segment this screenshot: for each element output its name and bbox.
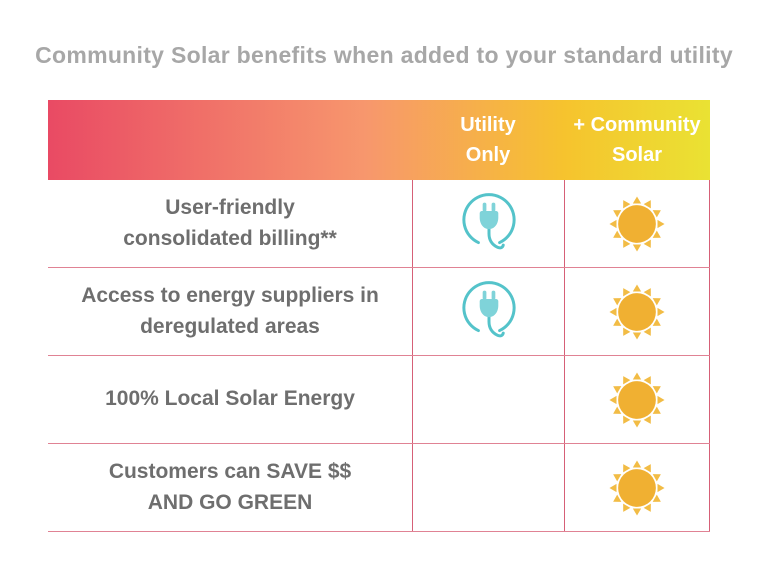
header-utility-only: Utility Only <box>460 114 516 166</box>
plug-icon <box>459 190 519 257</box>
header-community-solar: + Community Solar <box>573 114 701 166</box>
plug-icon <box>459 278 519 345</box>
table-header: Utility Only + Community Solar <box>48 100 710 180</box>
benefit-label: Customers can SAVE $$ AND GO GREEN <box>108 460 352 514</box>
table-row: User-friendly consolidated billing** <box>48 180 710 268</box>
sun-icon <box>608 459 666 517</box>
utility-only-cell <box>412 268 564 355</box>
community-solar-cell <box>564 444 710 531</box>
community-solar-cell <box>564 356 710 443</box>
benefits-table: Utility Only + Community Solar User-frie… <box>48 100 710 532</box>
table-row: 100% Local Solar Energy <box>48 356 710 444</box>
sun-icon <box>608 283 666 341</box>
sun-icon <box>608 195 666 253</box>
community-solar-cell <box>564 268 710 355</box>
benefit-label: 100% Local Solar Energy <box>105 387 355 411</box>
utility-only-cell <box>412 180 564 267</box>
table-row: Access to energy suppliers in deregulate… <box>48 268 710 356</box>
page-title: Community Solar benefits when added to y… <box>35 42 733 68</box>
header-benefit-spacer <box>48 100 412 180</box>
utility-only-cell <box>412 444 564 531</box>
benefit-label: Access to energy suppliers in deregulate… <box>81 284 379 338</box>
benefit-label: User-friendly consolidated billing** <box>123 196 337 250</box>
community-solar-cell <box>564 180 710 267</box>
table-row: Customers can SAVE $$ AND GO GREEN <box>48 444 710 532</box>
sun-icon <box>608 371 666 429</box>
utility-only-cell <box>412 356 564 443</box>
